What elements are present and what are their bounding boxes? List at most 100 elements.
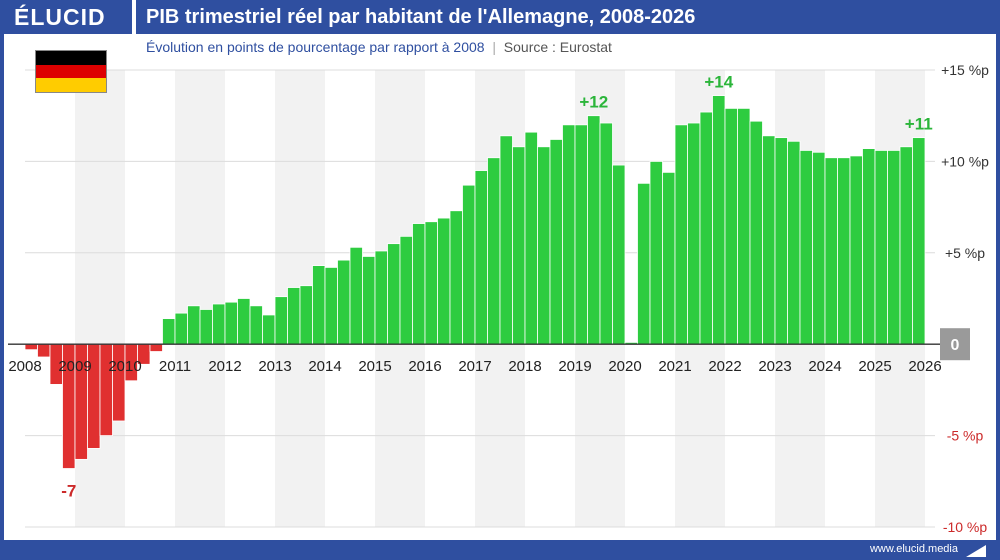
x-tick-label: 2016 — [408, 358, 441, 375]
bar — [112, 343, 126, 422]
bar — [549, 139, 563, 345]
data-label: +14 — [704, 73, 733, 92]
zero-badge — [940, 328, 970, 361]
x-tick-label: 2020 — [608, 358, 641, 375]
bar — [737, 107, 751, 345]
bar — [537, 146, 551, 345]
bar — [787, 140, 801, 345]
bar — [912, 137, 926, 345]
bar — [287, 287, 301, 345]
x-axis-labels: 2008 2009 2010 2011 2012 2013 2014 2015 2016 2017… — [8, 358, 941, 375]
x-tick-label: 2025 — [858, 358, 891, 375]
year-band — [175, 70, 225, 527]
data-label: +12 — [579, 93, 608, 112]
bar — [887, 150, 901, 345]
bar — [487, 157, 501, 345]
germany-flag-icon — [35, 50, 107, 93]
chart-subtitle: Évolution en points de pourcentage par r… — [146, 39, 612, 55]
footer-link[interactable]: www.elucid.media — [869, 543, 958, 555]
x-tick-label: 2024 — [808, 358, 841, 375]
y-tick-label: +5 %p — [945, 245, 985, 261]
x-tick-label: 2009 — [58, 358, 91, 375]
annotations: -7 +12 +14 +11 — [61, 73, 933, 501]
y-tick-label: -5 %p — [947, 428, 984, 444]
bar — [224, 301, 238, 345]
bar — [387, 243, 401, 345]
data-label: +11 — [905, 115, 933, 134]
x-tick-label: 2021 — [658, 358, 691, 375]
header-bar — [0, 0, 1000, 34]
bar — [462, 184, 476, 345]
bar — [449, 210, 463, 345]
bar — [412, 223, 426, 345]
y-axis-labels: +15 %p +10 %p +5 %p 0 -5 %p -10 %p — [940, 62, 989, 535]
header-divider — [132, 0, 136, 34]
x-tick-label: 2013 — [258, 358, 291, 375]
bar — [862, 148, 876, 345]
bar — [637, 182, 651, 345]
bar — [274, 296, 288, 345]
x-tick-label: 2019 — [558, 358, 591, 375]
logo[interactable]: ÉLUCID — [14, 4, 106, 30]
y-tick-label: +10 %p — [941, 153, 989, 169]
elucid-arrow-icon — [966, 545, 986, 557]
source-text: Source : Eurostat — [503, 39, 612, 55]
x-tick-label: 2017 — [458, 358, 491, 375]
x-tick-label: 2023 — [758, 358, 791, 375]
bar — [824, 157, 838, 345]
footer-bar — [0, 540, 1000, 560]
bar — [812, 151, 826, 345]
x-tick-label: 2018 — [508, 358, 541, 375]
bar — [562, 124, 576, 345]
bar — [37, 343, 51, 358]
y-tick-label: -10 %p — [943, 519, 988, 535]
bar — [699, 111, 713, 345]
x-tick-label: 2026 — [908, 358, 941, 375]
bar — [24, 343, 38, 351]
x-tick-label: 2014 — [308, 358, 341, 375]
bar — [674, 124, 688, 345]
bar — [499, 135, 513, 345]
bar — [399, 235, 413, 345]
bar — [662, 171, 676, 345]
bar — [749, 120, 763, 345]
bars — [8, 95, 940, 469]
bar — [162, 318, 176, 345]
subtitle-text: Évolution en points de pourcentage par r… — [146, 39, 485, 55]
x-tick-label: 2022 — [708, 358, 741, 375]
x-tick-label: 2012 — [208, 358, 241, 375]
bar — [837, 157, 851, 345]
bar — [199, 309, 213, 345]
bar — [212, 303, 226, 345]
chart-title: PIB trimestriel réel par habitant de l'A… — [146, 6, 696, 28]
bar — [849, 155, 863, 345]
x-tick-label: 2015 — [358, 358, 391, 375]
flag-stripe-gold — [36, 78, 106, 92]
bar — [612, 164, 626, 345]
bar — [724, 107, 738, 345]
bar — [374, 250, 388, 345]
bar — [337, 259, 351, 345]
bar — [524, 131, 538, 345]
x-tick-label: 2008 — [8, 358, 41, 375]
flag-stripe-black — [36, 51, 106, 65]
bar — [899, 146, 913, 345]
bar — [249, 305, 263, 345]
data-label: -7 — [61, 482, 76, 501]
subtitle-separator: | — [488, 39, 500, 55]
bar — [712, 95, 726, 345]
x-tick-label: 2011 — [159, 358, 191, 375]
bar — [474, 170, 488, 345]
bar — [424, 221, 438, 345]
bar — [174, 312, 188, 345]
bar — [262, 314, 276, 345]
bar — [149, 343, 163, 352]
y-tick-label: 0 — [951, 337, 960, 354]
logo-box: ÉLUCID — [0, 0, 132, 34]
bar — [762, 135, 776, 345]
bar — [437, 217, 451, 345]
bar — [312, 265, 326, 345]
y-tick-label: +15 %p — [941, 62, 989, 78]
bar — [362, 256, 376, 345]
